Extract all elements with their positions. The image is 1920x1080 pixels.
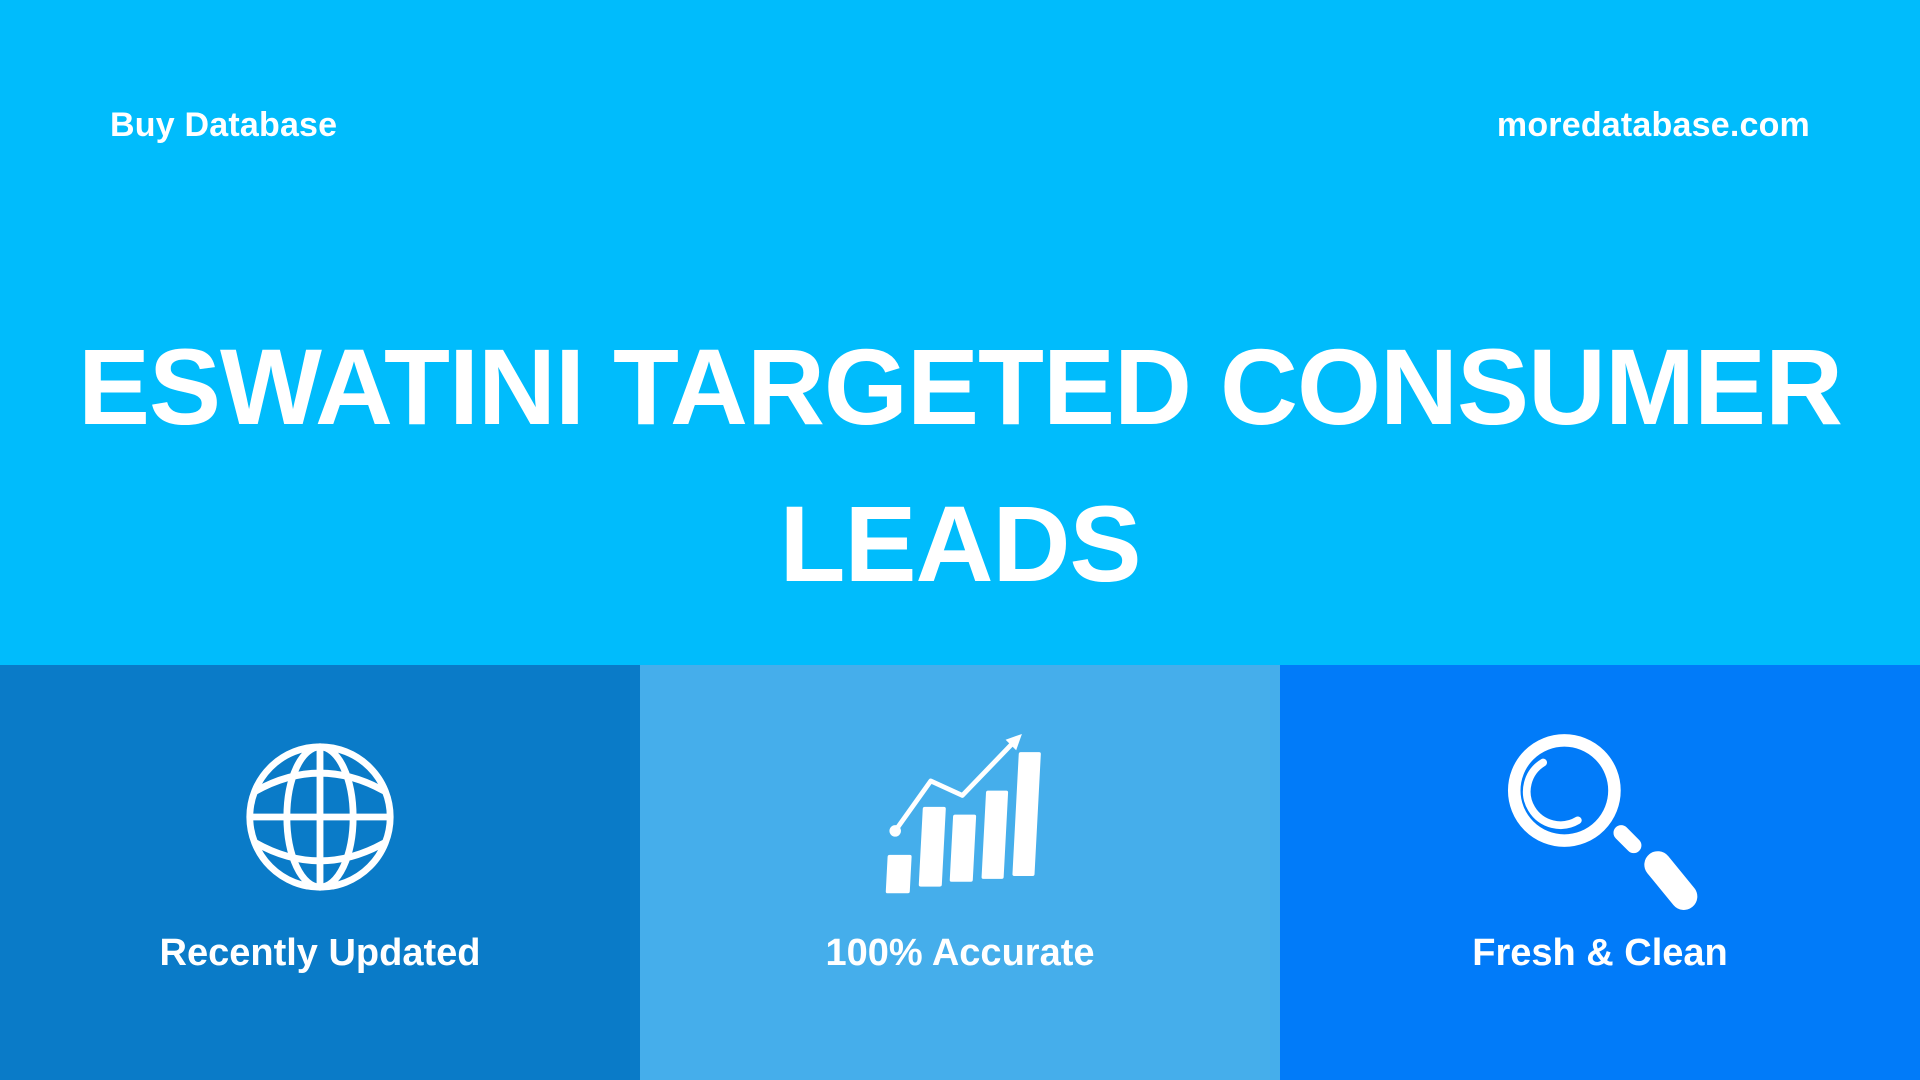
feature-panel-accurate: 100% Accurate [640,665,1280,1080]
feature-label: Recently Updated [159,932,481,974]
feature-label: 100% Accurate [825,932,1095,974]
website-url: moredatabase.com [1496,106,1810,144]
header: Buy Database moredatabase.com [110,104,1810,146]
brand-label: Buy Database [110,106,338,144]
feature-panel-fresh-clean: Fresh & Clean [1280,665,1920,1080]
page-title-line2: LEADS [779,483,1141,604]
feature-strip: Recently Updated 100% Accu [0,665,1920,1080]
feature-label: Fresh & Clean [1472,932,1728,974]
feature-panel-recently-updated: Recently Updated [0,665,640,1080]
growth-bar-chart-icon [876,728,1044,905]
page-title-line1: ESWATINI TARGETED CONSUMER [77,326,1843,447]
magnifier-icon [1494,728,1706,910]
globe-icon [242,728,398,905]
page-title: ESWATINI TARGETED CONSUMER LEADS [0,308,1920,622]
